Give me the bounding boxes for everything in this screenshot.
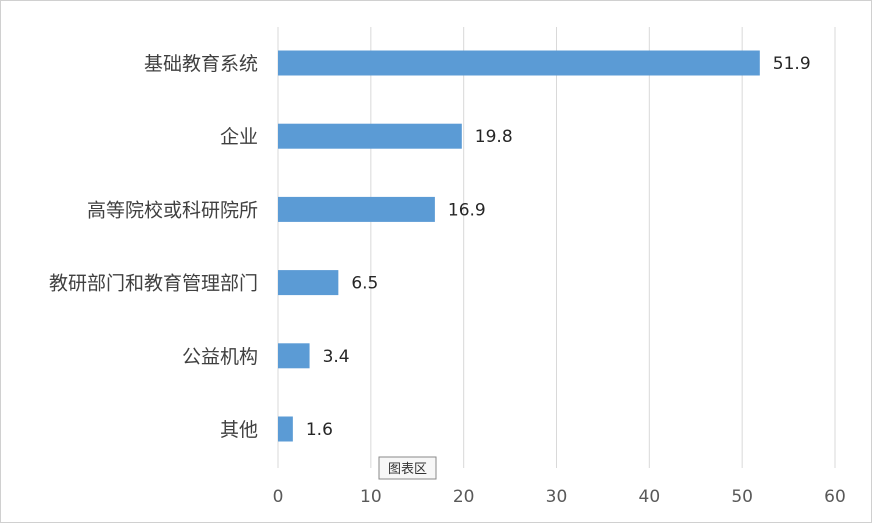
category-label: 其他	[220, 419, 258, 441]
x-tick-label: 50	[731, 487, 753, 507]
bar[interactable]	[278, 123, 462, 149]
bars	[278, 50, 760, 442]
bar[interactable]	[278, 270, 339, 296]
category-label: 基础教育系统	[144, 53, 258, 75]
category-label: 公益机构	[182, 346, 258, 368]
data-label: 19.8	[475, 127, 513, 147]
bar[interactable]	[278, 196, 435, 222]
chart-area-tooltip: 图表区	[378, 456, 437, 480]
data-label: 16.9	[448, 200, 486, 220]
x-tick-label: 20	[453, 487, 475, 507]
data-label: 51.9	[773, 54, 811, 74]
tooltip-text: 图表区	[388, 462, 427, 477]
bar[interactable]	[278, 50, 760, 76]
gridlines	[277, 27, 836, 468]
category-label: 企业	[220, 126, 258, 148]
x-tick-label: 10	[360, 487, 382, 507]
category-label: 教研部门和教育管理部门	[49, 273, 258, 295]
x-tick-label: 40	[639, 487, 661, 507]
bar[interactable]	[278, 416, 293, 442]
x-tick-label: 30	[546, 487, 568, 507]
data-labels: 51.9 19.8 16.9 6.5 3.4 1.6	[306, 54, 811, 440]
x-tick-label: 0	[273, 487, 284, 507]
x-tick-label: 60	[824, 487, 846, 507]
bar[interactable]	[278, 343, 310, 369]
x-axis-ticks: 0 10 20 30 40 50 60	[273, 487, 846, 507]
category-label: 高等院校或科研院所	[87, 199, 258, 221]
data-label: 6.5	[351, 274, 378, 294]
data-label: 1.6	[306, 420, 333, 440]
data-label: 3.4	[323, 347, 350, 367]
